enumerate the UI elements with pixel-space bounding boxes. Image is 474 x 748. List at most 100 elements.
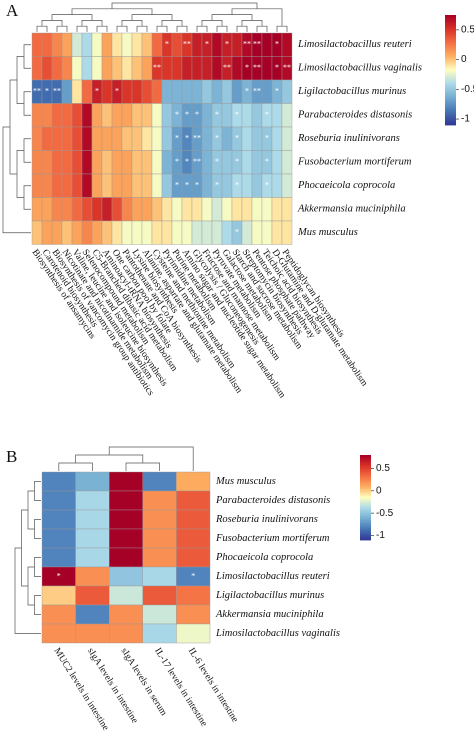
heatmap-cell — [171, 197, 183, 222]
heatmap-cell — [161, 173, 173, 198]
colorbar-segment — [445, 92, 456, 95]
heatmap-cell — [121, 126, 133, 151]
heatmap-cell — [142, 528, 177, 549]
colorbar-segment — [360, 537, 371, 539]
heatmap-cell — [75, 547, 110, 568]
heatmap-cell — [191, 197, 203, 222]
heatmap-cell — [176, 547, 211, 568]
heatmap-cell — [121, 197, 133, 222]
heatmap-cell — [201, 220, 213, 245]
colorbar-segment — [360, 459, 371, 462]
colorbar-segment — [360, 463, 371, 466]
heatmap-cell — [51, 103, 63, 128]
heatmap-cell — [91, 103, 103, 128]
colorbar-tick-label: 0 — [461, 54, 467, 65]
heatmap-cell — [41, 547, 76, 568]
colorbar-segment — [360, 530, 371, 532]
heatmap-cell — [281, 173, 293, 198]
heatmap-cell — [171, 32, 183, 57]
heatmap-cell — [108, 509, 143, 530]
heatmap-cell — [241, 173, 253, 198]
heatmap-cell — [51, 173, 63, 198]
colorbar-tick-label: 0.5 — [461, 25, 474, 36]
heatmap-cell — [142, 509, 177, 530]
heatmap-cell — [251, 103, 263, 128]
colorbar-segment — [445, 40, 456, 43]
heatmap-cell — [75, 509, 110, 530]
dendrogram-branch — [16, 56, 24, 104]
colorbar-segment — [360, 518, 371, 521]
significance-label: ** — [193, 134, 201, 143]
significance-label: * — [195, 181, 199, 190]
heatmap-cell — [141, 197, 153, 222]
colorbar-segment — [360, 517, 371, 520]
heatmap-cell — [231, 197, 243, 222]
significance-label: * — [265, 134, 269, 143]
heatmap-cell — [61, 32, 73, 57]
colorbar-segment — [360, 474, 371, 477]
colorbar-segment — [445, 42, 456, 45]
colorbar-segment — [360, 493, 371, 496]
colorbar-segment — [445, 71, 456, 75]
significance-label: * — [175, 110, 179, 119]
significance-label: * — [205, 40, 209, 49]
colorbar-segment — [445, 44, 456, 47]
colorbar-segment — [445, 75, 456, 78]
heatmap-cell — [221, 150, 233, 175]
heatmap-cell — [41, 173, 53, 198]
colorbar-segment — [445, 24, 456, 27]
heatmap-cell — [201, 79, 213, 104]
heatmap-cell — [41, 56, 53, 81]
heatmap-cell — [81, 150, 93, 175]
colorbar-tick-label: 0.5 — [376, 463, 390, 474]
heatmap-cell — [121, 173, 133, 198]
dendrogram-branch — [176, 25, 188, 32]
significance-label: * — [175, 181, 179, 190]
heatmap-cell — [111, 126, 123, 151]
significance-label: ** — [253, 87, 261, 96]
heatmap-cell — [121, 150, 133, 175]
significance-label: * — [275, 87, 279, 96]
colorbar-segment — [445, 110, 456, 113]
colorbar-segment — [445, 66, 456, 69]
heatmap-cell — [101, 103, 113, 128]
heatmap-cell — [241, 103, 253, 128]
dendrogram-branch — [51, 14, 93, 21]
heatmap-cell — [101, 32, 113, 57]
colorbar-segment — [445, 22, 456, 25]
heatmap-cell — [75, 623, 110, 644]
heatmap-cell — [41, 471, 76, 492]
heatmap-cell — [191, 220, 203, 245]
dendrogram-branch — [236, 25, 248, 32]
heatmap-cell — [81, 197, 93, 222]
colorbar-segment — [360, 534, 371, 537]
colorbar-segment — [445, 99, 456, 102]
colorbar-segment — [360, 487, 371, 490]
heatmap-cell — [161, 126, 173, 151]
heatmap-cell — [91, 197, 103, 222]
heatmap-cell — [142, 623, 177, 644]
heatmap-cell — [171, 79, 183, 104]
colorbar-tick-label: -1 — [461, 114, 470, 125]
colorbar-segment — [360, 496, 371, 498]
heatmap-cell — [91, 220, 103, 245]
heatmap-cell — [111, 173, 123, 198]
colorbar-segment — [445, 119, 456, 122]
colorbar-segment — [445, 51, 456, 54]
heatmap-cell — [176, 585, 211, 606]
colorbar-segment — [360, 456, 371, 459]
heatmap-cell — [241, 197, 253, 222]
row-label: Fusobacterium mortiferum — [215, 533, 330, 544]
heatmap-cell — [221, 79, 233, 104]
heatmap-cell — [181, 79, 193, 104]
heatmap-cell — [91, 173, 103, 198]
heatmap-cell — [81, 56, 93, 81]
heatmap-cell — [71, 103, 83, 128]
heatmap-cell — [142, 585, 177, 606]
heatmap-cell — [121, 56, 133, 81]
heatmap-cell — [181, 56, 193, 81]
heatmap-cell — [51, 32, 63, 57]
colorbar-segment — [445, 33, 456, 36]
dendrogram-branch — [136, 25, 148, 32]
significance-label: ** — [53, 87, 61, 96]
